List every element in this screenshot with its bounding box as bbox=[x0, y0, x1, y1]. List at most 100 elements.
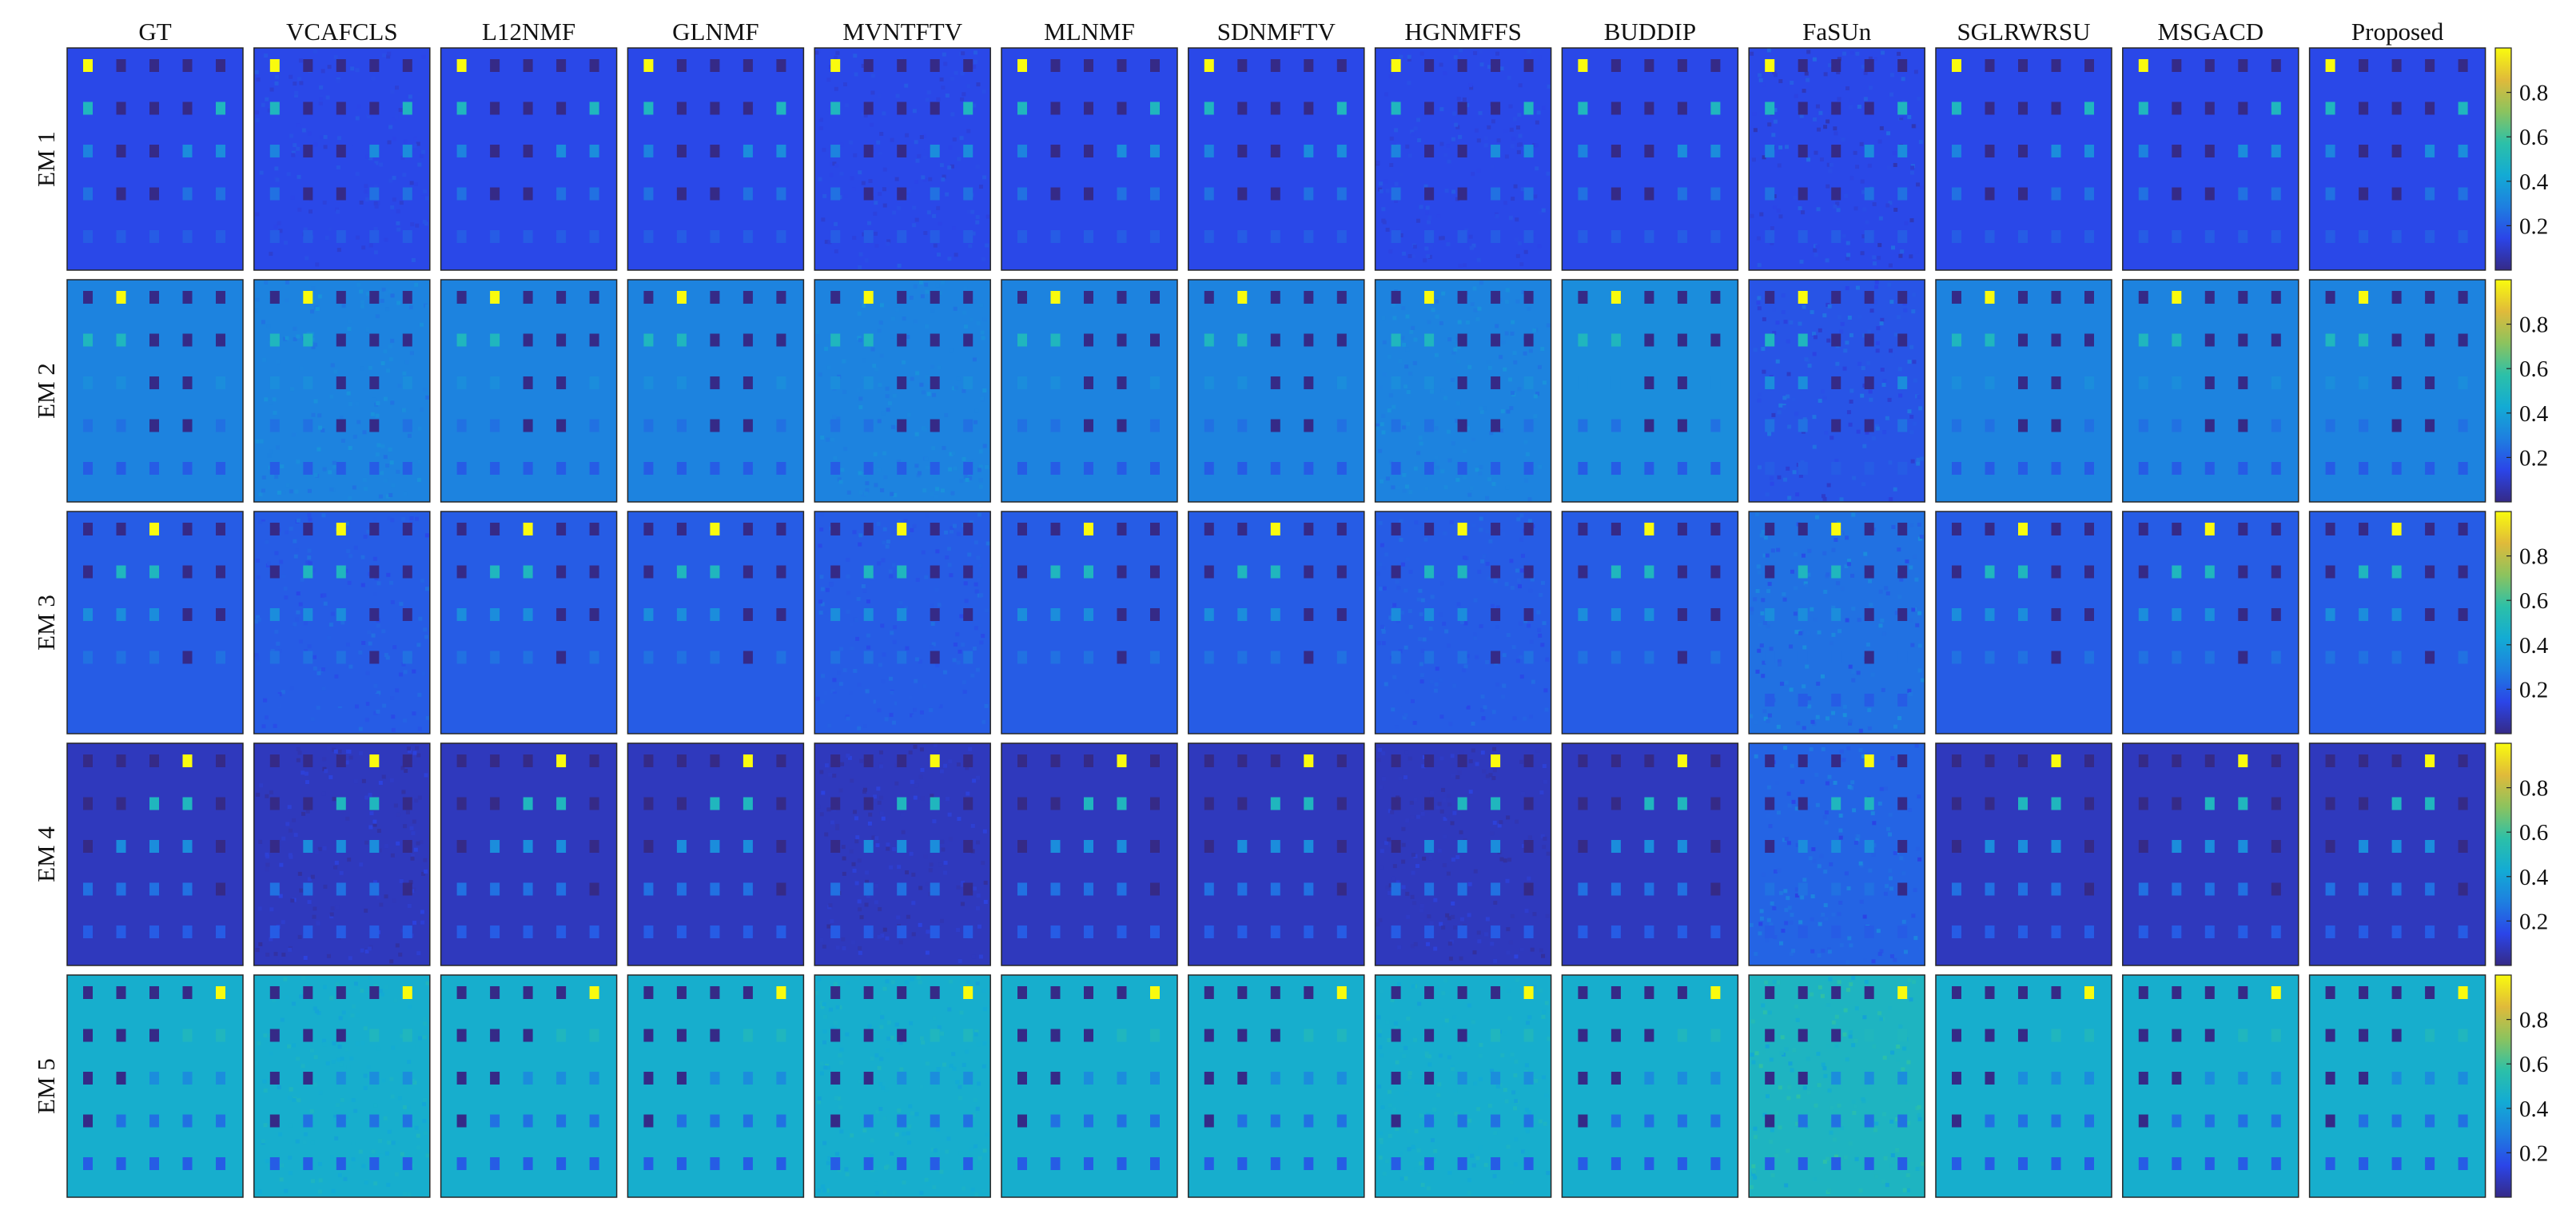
noise-pixel bbox=[313, 666, 317, 671]
noise-pixel bbox=[421, 1102, 426, 1107]
noise-pixel bbox=[1920, 185, 1925, 189]
noise-pixel bbox=[1527, 519, 1532, 523]
abundance-square bbox=[1864, 797, 1874, 810]
noise-pixel bbox=[956, 660, 961, 665]
panel-em-4-gt bbox=[66, 742, 244, 966]
abundance-square bbox=[1084, 230, 1093, 243]
abundance-square bbox=[1204, 882, 1214, 896]
noise-pixel bbox=[1915, 1166, 1920, 1171]
noise-pixel bbox=[1796, 721, 1801, 726]
abundance-square bbox=[776, 840, 786, 853]
noise-pixel bbox=[399, 201, 404, 205]
noise-pixel bbox=[1471, 721, 1475, 726]
noise-pixel bbox=[858, 1079, 862, 1084]
noise-pixel bbox=[1462, 97, 1467, 102]
noise-pixel bbox=[907, 1124, 912, 1129]
noise-pixel bbox=[424, 304, 429, 308]
noise-pixel bbox=[1888, 868, 1893, 873]
abundance-square bbox=[1336, 145, 1347, 157]
noise-pixel bbox=[1442, 863, 1447, 868]
abundance-square bbox=[1644, 230, 1654, 243]
noise-pixel bbox=[262, 357, 267, 362]
noise-pixel bbox=[1416, 451, 1421, 456]
noise-pixel bbox=[881, 558, 886, 563]
abundance-square bbox=[1457, 608, 1467, 621]
noise-pixel bbox=[1410, 894, 1415, 899]
noise-pixel bbox=[1829, 1130, 1833, 1135]
noise-pixel bbox=[1523, 716, 1527, 721]
noise-pixel bbox=[906, 189, 911, 193]
abundance-square bbox=[2018, 925, 2028, 938]
noise-pixel bbox=[1865, 642, 1870, 647]
noise-pixel bbox=[1875, 888, 1880, 893]
panel-border bbox=[1374, 742, 1552, 966]
abundance-square bbox=[1084, 333, 1093, 347]
noise-pixel bbox=[981, 1064, 986, 1069]
noise-pixel bbox=[1840, 587, 1845, 591]
abundance-square bbox=[1765, 145, 1775, 157]
noise-pixel bbox=[263, 1033, 268, 1038]
noise-pixel bbox=[1754, 512, 1759, 517]
abundance-square bbox=[1336, 1072, 1347, 1085]
abundance-square bbox=[2391, 523, 2402, 535]
abundance-square bbox=[1765, 565, 1775, 579]
noise-pixel bbox=[1420, 648, 1425, 653]
abundance-square bbox=[1610, 754, 1621, 767]
abundance-square bbox=[149, 840, 159, 853]
noise-pixel bbox=[343, 1176, 348, 1181]
noise-pixel bbox=[1842, 1032, 1847, 1037]
noise-pixel bbox=[1873, 1128, 1878, 1132]
abundance-square bbox=[2325, 462, 2335, 475]
noise-pixel bbox=[408, 749, 412, 754]
noise-pixel bbox=[966, 129, 971, 133]
abundance-square bbox=[1831, 1029, 1841, 1042]
noise-pixel bbox=[350, 1013, 355, 1018]
noise-pixel bbox=[333, 1117, 338, 1122]
noise-pixel bbox=[1478, 1053, 1483, 1058]
noise-pixel bbox=[1805, 664, 1810, 669]
noise-pixel bbox=[914, 1112, 919, 1117]
abundance-square bbox=[897, 1114, 907, 1128]
noise-pixel bbox=[968, 476, 973, 480]
panel-border bbox=[1001, 511, 1178, 734]
panel-border bbox=[1748, 511, 1925, 734]
noise-pixel bbox=[1861, 1097, 1865, 1101]
noise-pixel bbox=[396, 812, 401, 817]
abundance-square bbox=[1457, 333, 1467, 347]
noise-pixel bbox=[1505, 288, 1510, 293]
noise-pixel bbox=[1508, 216, 1513, 221]
abundance-square bbox=[2051, 1157, 2061, 1170]
noise-pixel bbox=[962, 1062, 966, 1067]
noise-pixel bbox=[289, 854, 293, 859]
noise-pixel bbox=[1784, 908, 1789, 913]
noise-pixel bbox=[1898, 54, 1903, 59]
noise-pixel bbox=[1414, 1128, 1419, 1133]
noise-pixel bbox=[290, 195, 295, 200]
panel-em-2-fasun bbox=[1748, 279, 1925, 503]
abundance-square bbox=[1952, 608, 1961, 621]
noise-pixel bbox=[970, 823, 975, 828]
noise-pixel bbox=[256, 792, 261, 797]
noise-pixel bbox=[1471, 748, 1475, 753]
noise-pixel bbox=[947, 563, 952, 567]
noise-pixel bbox=[309, 1109, 314, 1114]
abundance-square bbox=[1084, 754, 1093, 767]
noise-pixel bbox=[1801, 553, 1806, 558]
noise-pixel bbox=[1437, 802, 1442, 806]
noise-pixel bbox=[908, 695, 913, 700]
noise-pixel bbox=[968, 746, 973, 751]
abundance-square bbox=[1150, 925, 1160, 938]
noise-pixel bbox=[1537, 244, 1542, 249]
abundance-square bbox=[2425, 230, 2435, 243]
noise-pixel bbox=[1757, 465, 1762, 470]
abundance-square bbox=[182, 462, 193, 475]
noise-pixel bbox=[973, 1032, 978, 1037]
abundance-square bbox=[1237, 651, 1248, 664]
noise-pixel bbox=[1491, 776, 1496, 781]
abundance-square bbox=[1391, 754, 1401, 767]
noise-pixel bbox=[846, 754, 850, 758]
abundance-square bbox=[1117, 291, 1127, 304]
noise-pixel bbox=[882, 652, 886, 657]
noise-pixel bbox=[963, 324, 968, 329]
abundance-square bbox=[1677, 523, 1687, 535]
